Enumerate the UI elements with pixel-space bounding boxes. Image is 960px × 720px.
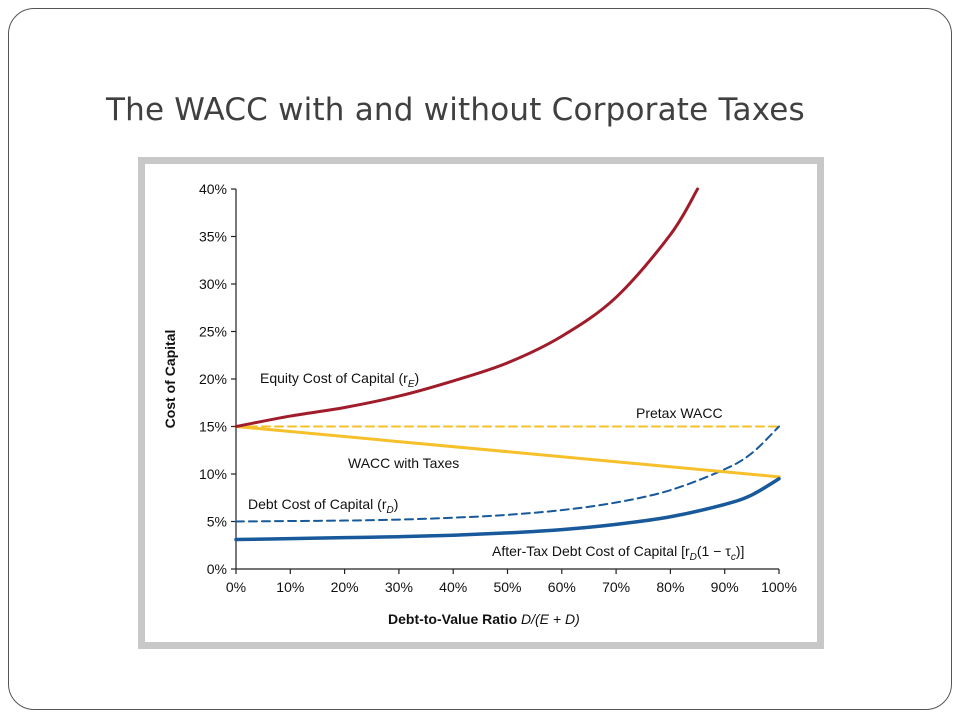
y-tick-label: 40% [199, 181, 227, 197]
x-tick-label: 60% [548, 579, 576, 595]
y-tick-label: 25% [199, 324, 227, 340]
y-tick-label: 10% [199, 466, 227, 482]
x-tick-label: 50% [493, 579, 521, 595]
wacc-chart: 0% 5% 10% 15% 20% 25% 30% 35% 40% 0% 10% 20% 30% 40%… [145, 164, 817, 642]
x-tick-label: 20% [331, 579, 359, 595]
y-axis-title: Cost of Capital [162, 330, 178, 429]
series-layer [234, 187, 781, 542]
y-tick-label: 5% [207, 514, 227, 530]
y-tick-label: 35% [199, 229, 227, 245]
x-tick-label: 100% [761, 579, 797, 595]
y-tick-group: 0% 5% 10% 15% 20% 25% 30% 35% 40% [199, 181, 236, 577]
x-tick-group: 0% 10% 20% 30% 40% 50% 60% 70% 80% 90% 100% [226, 569, 797, 595]
chart-panel: 0% 5% 10% 15% 20% 25% 30% 35% 40% 0% 10% 20% 30% 40%… [138, 157, 824, 649]
debt-label: Debt Cost of Capital (rD) [248, 496, 398, 516]
x-tick-label: 40% [439, 579, 467, 595]
x-tick-label: 70% [602, 579, 630, 595]
series-line-after-tax-debt [234, 477, 781, 542]
y-tick-label: 15% [199, 419, 227, 435]
slide-title: The WACC with and without Corporate Taxe… [106, 92, 805, 128]
y-tick-label: 30% [199, 276, 227, 292]
pretax-wacc-label: Pretax WACC [636, 405, 723, 421]
equity-label: Equity Cost of Capital (rE) [260, 370, 419, 390]
series-line-equity [234, 187, 700, 428]
plot-background [145, 164, 817, 642]
x-tick-label: 90% [711, 579, 739, 595]
y-tick-label: 20% [199, 371, 227, 387]
x-axis-title: Debt-to-Value Ratio D/(E + D) [388, 611, 580, 627]
series-line-wacc-taxes [234, 425, 781, 479]
x-tick-label: 80% [656, 579, 684, 595]
x-tick-label: 0% [226, 579, 246, 595]
after-tax-debt-label: After-Tax Debt Cost of Capital [rD(1 − τ… [492, 543, 744, 563]
x-tick-label: 10% [276, 579, 304, 595]
y-tick-label: 0% [207, 561, 227, 577]
x-tick-label: 30% [385, 579, 413, 595]
wacc-taxes-label: WACC with Taxes [348, 455, 459, 471]
series-line-debt [235, 425, 780, 523]
